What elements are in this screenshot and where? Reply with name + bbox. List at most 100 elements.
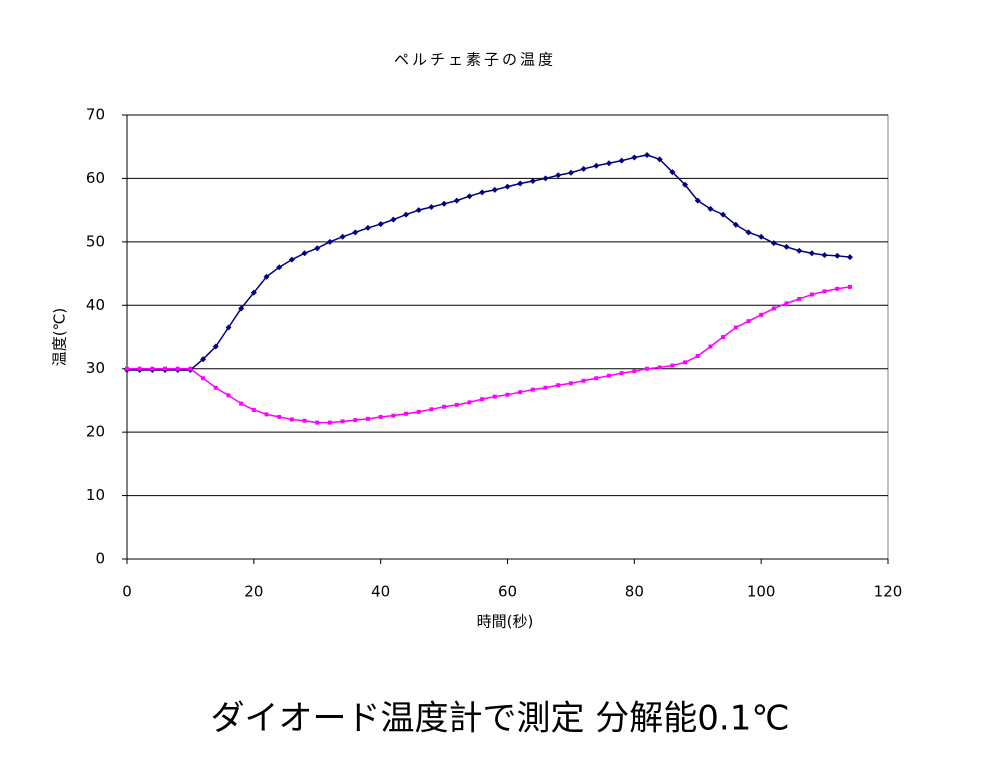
marker <box>289 417 294 422</box>
marker <box>302 418 307 423</box>
marker <box>822 289 827 294</box>
marker <box>288 256 295 263</box>
marker <box>377 221 384 228</box>
series-line <box>127 154 851 371</box>
marker <box>644 151 651 158</box>
plot-area <box>126 114 889 560</box>
series-line <box>127 286 851 424</box>
marker <box>378 414 383 419</box>
marker <box>454 402 459 407</box>
marker <box>251 407 256 412</box>
marker <box>225 324 232 331</box>
marker <box>505 392 510 397</box>
chart-title: ペルチェ素子の温度 <box>394 51 556 69</box>
y-tick-label: 50 <box>86 232 105 250</box>
marker <box>797 296 802 301</box>
marker <box>453 197 460 204</box>
marker <box>163 366 168 371</box>
marker <box>556 383 561 388</box>
marker <box>759 312 764 317</box>
marker <box>846 254 853 261</box>
marker <box>632 369 637 374</box>
x-tick-label: 80 <box>625 583 644 601</box>
marker <box>201 376 206 381</box>
marker <box>340 419 345 424</box>
marker <box>213 385 218 390</box>
marker <box>150 366 155 371</box>
marker <box>580 165 587 172</box>
marker <box>606 373 611 378</box>
marker <box>517 180 524 187</box>
marker <box>264 412 269 417</box>
marker <box>226 393 231 398</box>
marker <box>315 420 320 425</box>
marker <box>593 162 600 169</box>
marker <box>619 371 624 376</box>
y-tick-label: 10 <box>86 486 105 504</box>
marker <box>137 366 142 371</box>
y-tick-label: 40 <box>86 296 105 314</box>
marker <box>695 354 700 359</box>
marker <box>175 366 180 371</box>
marker <box>352 229 359 236</box>
marker <box>504 183 511 190</box>
marker <box>542 175 549 182</box>
marker <box>783 243 790 250</box>
marker <box>656 156 663 163</box>
marker <box>770 240 777 247</box>
marker <box>339 233 346 240</box>
marker <box>518 390 523 395</box>
y-tick-label: 20 <box>86 423 105 441</box>
marker <box>200 356 207 363</box>
marker <box>618 157 625 164</box>
marker <box>834 252 841 259</box>
marker <box>492 394 497 399</box>
marker <box>416 409 421 414</box>
marker <box>391 413 396 418</box>
marker <box>683 360 688 365</box>
x-axis-label: 時間(秒) <box>477 613 534 631</box>
marker <box>821 252 828 259</box>
marker <box>758 233 765 240</box>
marker <box>543 385 548 390</box>
marker <box>188 366 193 371</box>
marker <box>670 363 675 368</box>
marker <box>581 378 586 383</box>
marker <box>733 325 738 330</box>
marker <box>771 306 776 311</box>
marker <box>415 207 422 214</box>
y-tick-label: 70 <box>86 106 105 124</box>
x-tick-label: 120 <box>874 583 903 601</box>
marker <box>353 418 358 423</box>
marker <box>326 238 333 245</box>
marker <box>238 305 245 312</box>
marker <box>491 186 498 193</box>
marker <box>645 366 650 371</box>
marker <box>809 292 814 297</box>
marker <box>784 301 789 306</box>
marker <box>568 381 573 386</box>
marker <box>835 286 840 291</box>
marker <box>441 200 448 207</box>
x-tick-label: 60 <box>498 583 517 601</box>
x-tick-label: 40 <box>371 583 390 601</box>
marker <box>657 365 662 370</box>
marker <box>480 397 485 402</box>
marker <box>263 273 270 280</box>
marker <box>530 387 535 392</box>
marker <box>555 172 562 179</box>
x-tick-label: 100 <box>747 583 776 601</box>
marker <box>796 247 803 254</box>
marker <box>428 203 435 210</box>
marker <box>467 400 472 405</box>
y-tick-label: 60 <box>86 169 105 187</box>
marker <box>707 205 714 212</box>
marker <box>631 154 638 161</box>
y-tick-label: 30 <box>86 359 105 377</box>
marker <box>808 250 815 257</box>
marker <box>301 250 308 257</box>
marker <box>466 193 473 200</box>
y-tick-label: 0 <box>95 550 105 568</box>
marker <box>720 211 727 218</box>
marker <box>276 264 283 271</box>
